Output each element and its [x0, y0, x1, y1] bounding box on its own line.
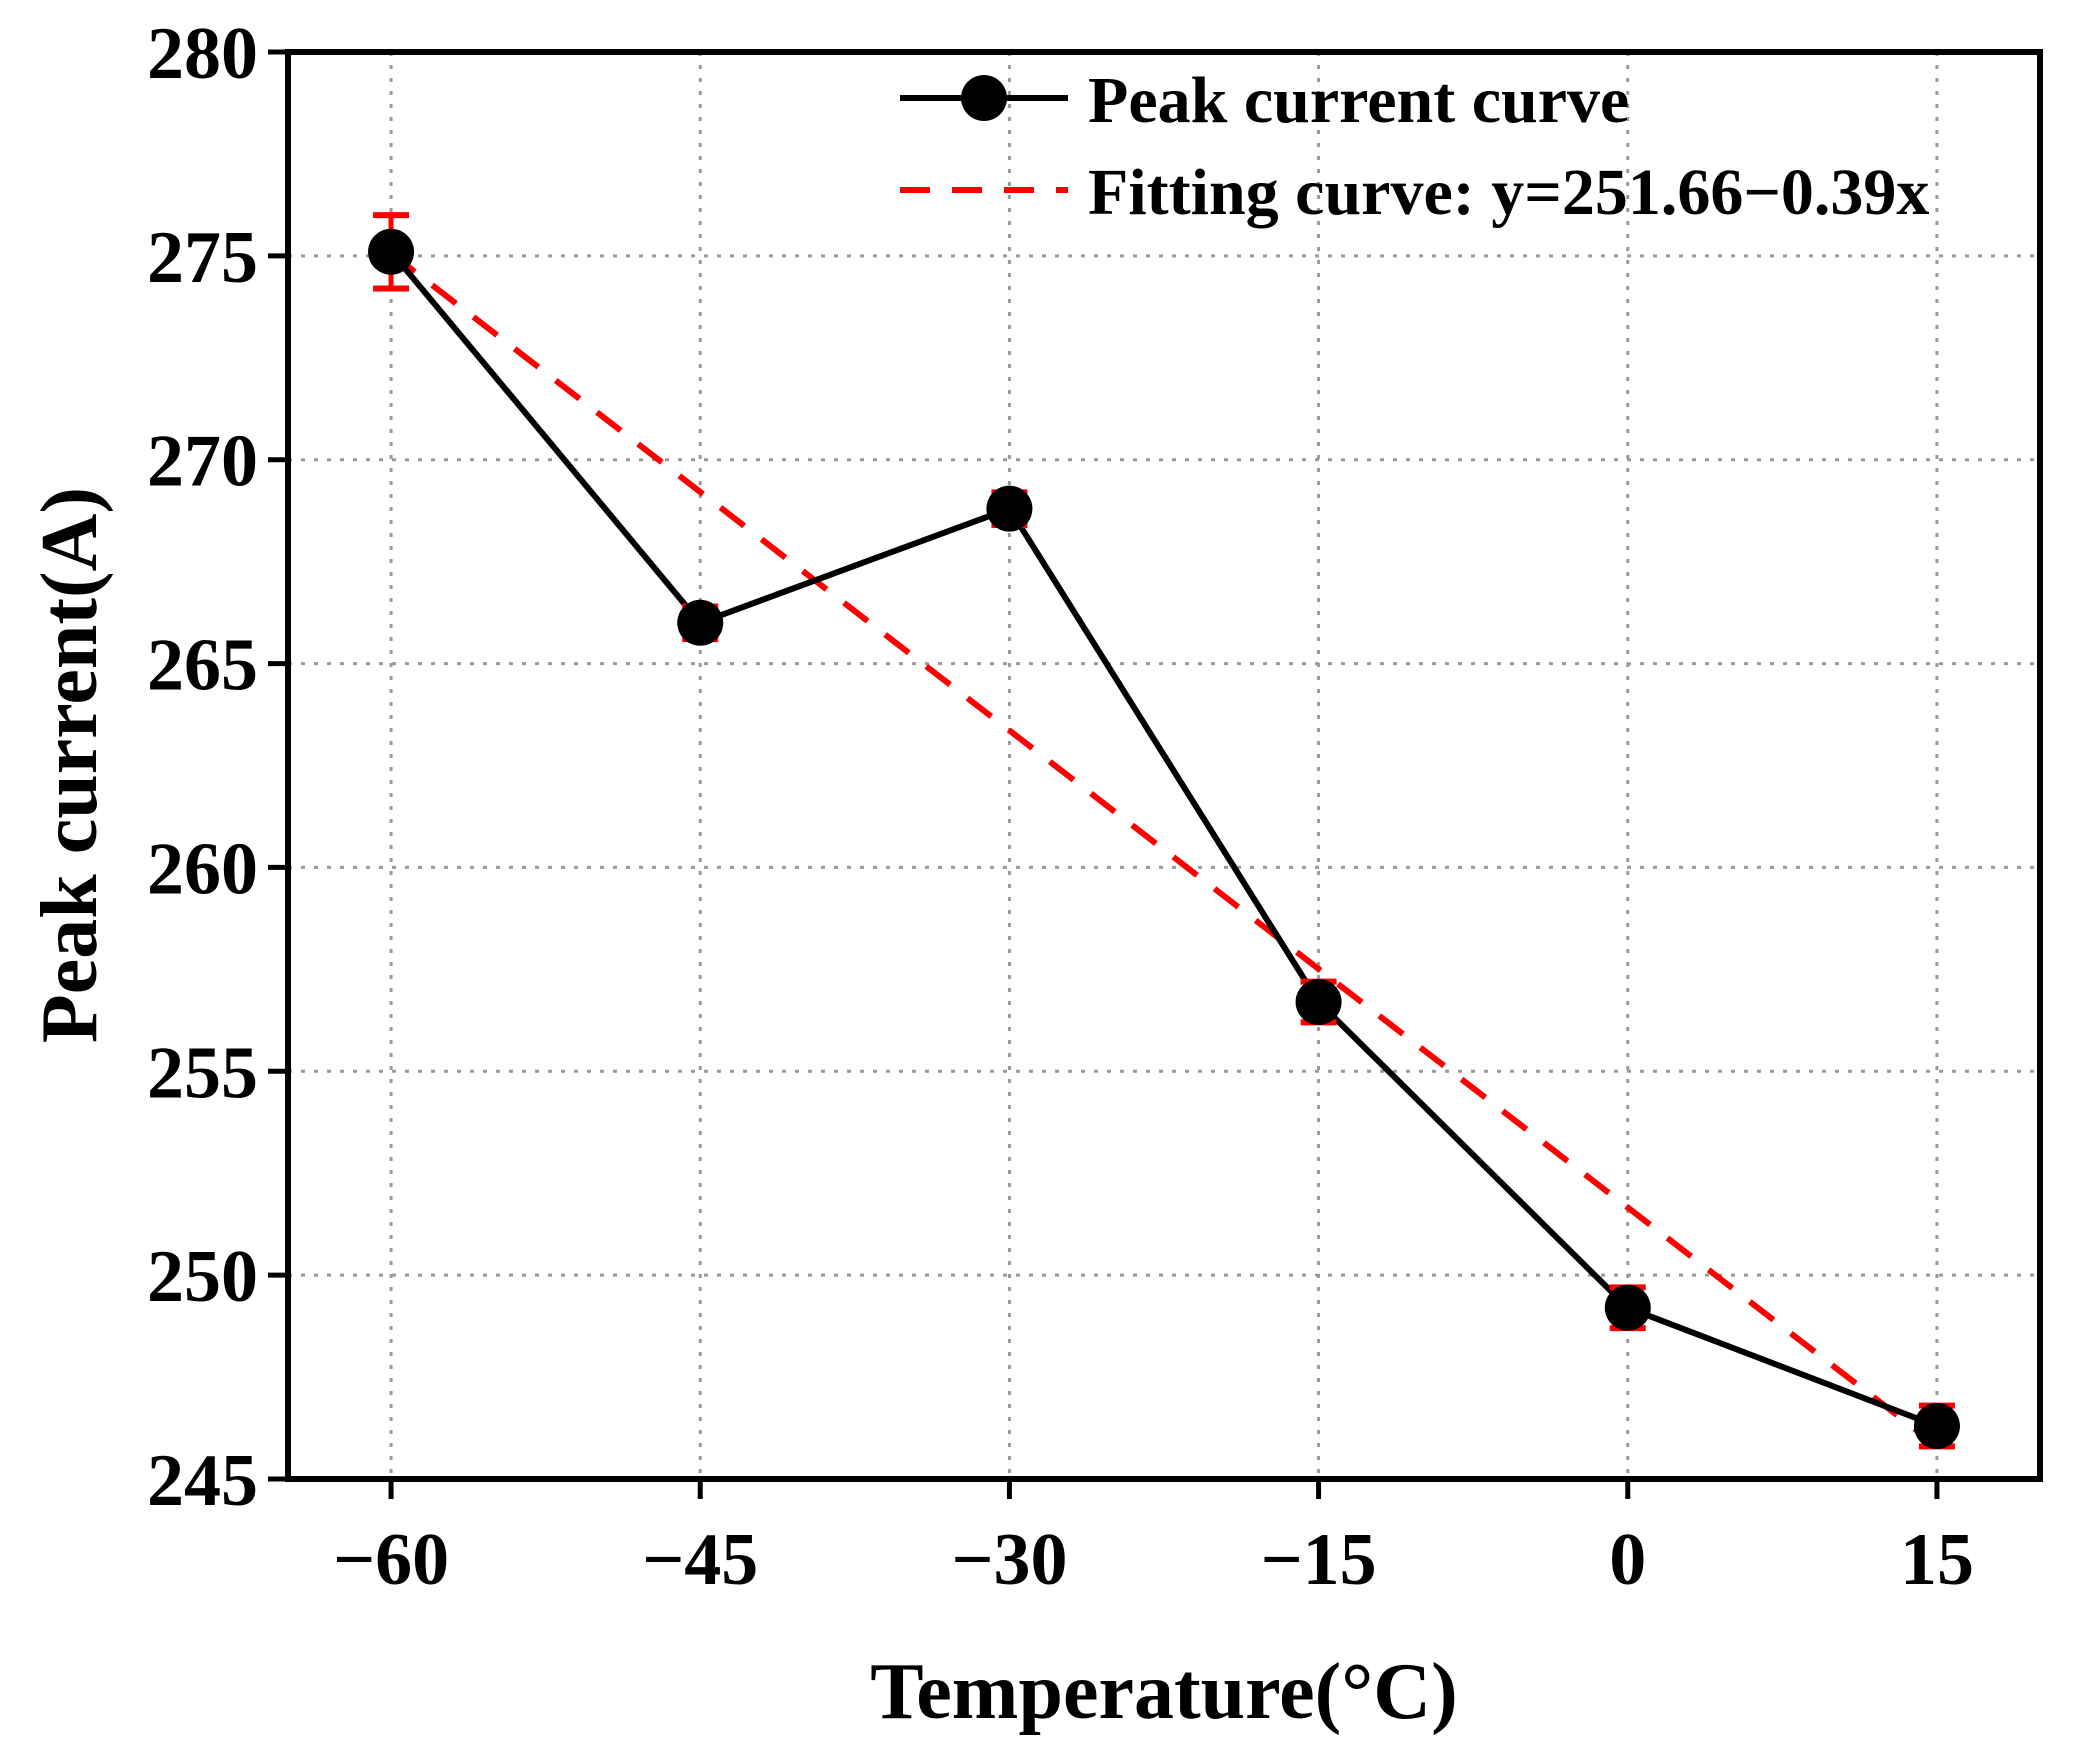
y-tick-label: 245 — [147, 1440, 258, 1522]
error-bar-layer — [373, 212, 1955, 1450]
legend-marker-peak — [961, 75, 1007, 121]
x-tick-label: −30 — [951, 1519, 1067, 1601]
data-point-marker — [1295, 978, 1342, 1025]
y-tick-label: 270 — [147, 421, 258, 503]
y-tick-label: 265 — [147, 625, 258, 707]
y-tick-label: 255 — [147, 1032, 258, 1114]
x-axis-title: Temperature(°C) — [870, 1648, 1457, 1736]
x-tick-label: −15 — [1261, 1519, 1377, 1601]
legend-label-peak: Peak current curve — [1088, 64, 1629, 137]
data-point-marker — [368, 228, 415, 275]
legend-label-fit: Fitting curve: y=251.66−0.39x — [1088, 156, 1929, 229]
data-line-layer — [388, 249, 1939, 1429]
tick-labels: −60 −45 −30 −15 0 15 245 250 255 260 265 270 275 280 — [147, 13, 1974, 1601]
x-tick-label: −45 — [642, 1519, 758, 1601]
y-tick-label: 280 — [147, 13, 258, 95]
axis-ticks — [268, 49, 1940, 1499]
y-tick-label: 260 — [147, 828, 258, 910]
x-tick-label: 0 — [1609, 1519, 1646, 1601]
fit-line-layer — [389, 251, 1939, 1449]
data-point-marker — [677, 599, 724, 646]
legend: Peak current curve Fitting curve: y=251.… — [900, 64, 1929, 229]
data-point-marker — [1604, 1284, 1651, 1331]
x-tick-label: −60 — [333, 1519, 449, 1601]
marker-layer — [368, 228, 1960, 1449]
y-tick-label: 275 — [147, 217, 258, 299]
y-axis-title: Peak current(A) — [26, 487, 114, 1043]
grid — [288, 52, 2040, 1479]
peak-current-line — [388, 249, 1939, 1429]
y-tick-label: 250 — [147, 1236, 258, 1318]
data-point-marker — [1913, 1402, 1960, 1449]
data-point-marker — [986, 485, 1033, 532]
x-tick-label: 15 — [1900, 1519, 1974, 1601]
fitting-curve-line — [389, 251, 1939, 1449]
plot-frame — [285, 49, 2043, 1482]
